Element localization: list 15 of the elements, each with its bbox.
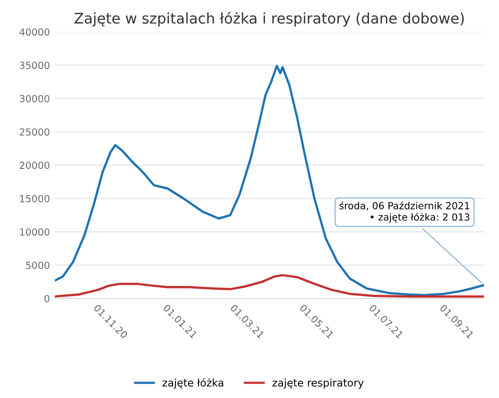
y-tick-label: 10000 <box>20 228 50 236</box>
y-tick-label: 15000 <box>20 194 50 202</box>
y-tick-label: 0 <box>44 294 50 302</box>
y-tick-label: 35000 <box>20 62 50 70</box>
y-tick-label: 25000 <box>20 128 50 136</box>
legend-label: zajęte łóżka <box>162 378 224 389</box>
y-tick-label: 30000 <box>20 94 50 102</box>
chart-title: Zajęte w szpitalach łóżka i respiratory (dane dobowe) <box>74 12 464 27</box>
y-tick-label: 40000 <box>20 28 50 36</box>
line-series <box>54 64 484 296</box>
y-tick-label: 20000 <box>20 162 50 169</box>
legend-label: zajęte respiratory <box>272 378 364 389</box>
y-tick-label: 5000 <box>26 262 50 269</box>
annotation: środa, 06 Październik 2021 • zajęte łóżka: 2 013 <box>340 201 470 223</box>
line-series <box>54 274 484 298</box>
